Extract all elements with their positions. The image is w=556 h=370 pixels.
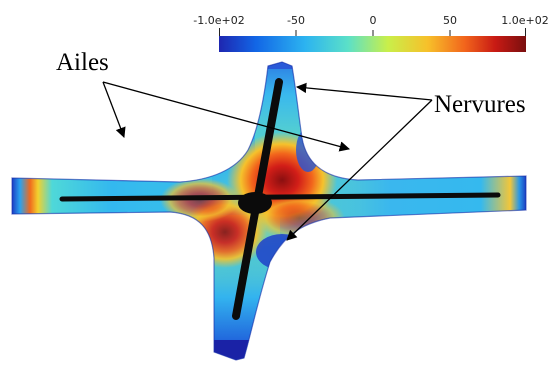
arrow-ailes-left xyxy=(102,81,126,138)
colorbar: -1.0e+02 -50 0 50 1.0e+02 xyxy=(193,14,549,52)
annotations: Ailes Nervures xyxy=(56,49,526,241)
label-ailes: Ailes xyxy=(56,49,109,76)
ribs xyxy=(59,78,501,320)
colorbar-tick-label-max: 1.0e+02 xyxy=(501,14,548,27)
colorbar-tick-label-zero: 0 xyxy=(370,14,377,27)
blue-tip-bottom xyxy=(200,340,280,360)
rib-horizontal xyxy=(59,192,501,202)
arrow-ailes-right xyxy=(102,81,351,152)
colorbar-ticks xyxy=(219,28,526,36)
arrow-nervures-bottom xyxy=(286,99,433,241)
colorbar-tick-label-neg50: -50 xyxy=(287,14,305,27)
colorbar-tick-label-pos50: 50 xyxy=(443,14,457,27)
colorbar-gradient xyxy=(219,36,526,52)
blue-tip-top xyxy=(255,62,315,69)
blue-patch-bottom-right xyxy=(256,234,308,270)
rib-junction xyxy=(238,192,272,214)
colorbar-tick-label-min: -1.0e+02 xyxy=(193,14,244,27)
arrow-nervures-top xyxy=(295,82,433,101)
label-nervures: Nervures xyxy=(434,91,526,118)
